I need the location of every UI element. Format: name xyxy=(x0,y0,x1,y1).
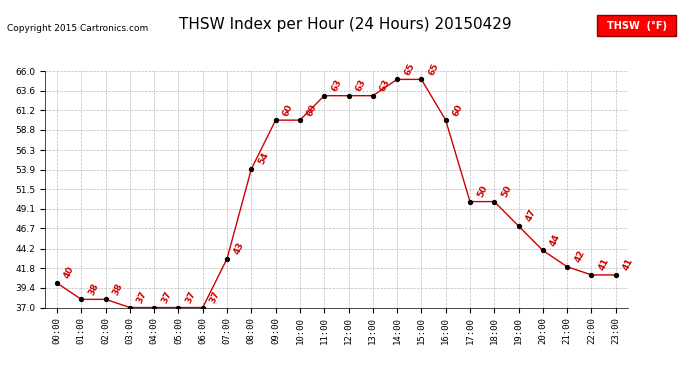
Point xyxy=(221,256,233,262)
Point xyxy=(100,296,111,302)
Text: 41: 41 xyxy=(597,257,611,272)
Text: 47: 47 xyxy=(524,208,538,223)
Text: 43: 43 xyxy=(233,241,246,256)
Text: 65: 65 xyxy=(427,62,440,76)
Point xyxy=(270,117,281,123)
Point xyxy=(173,304,184,310)
Text: 50: 50 xyxy=(475,184,489,199)
Point xyxy=(392,76,403,82)
Point xyxy=(562,264,573,270)
Point xyxy=(319,93,330,99)
Point xyxy=(246,166,257,172)
Text: 60: 60 xyxy=(282,102,295,117)
Text: 63: 63 xyxy=(354,78,368,93)
Point xyxy=(148,304,159,310)
Point xyxy=(343,93,354,99)
Point xyxy=(440,117,451,123)
Text: 41: 41 xyxy=(621,257,635,272)
Point xyxy=(76,296,87,302)
Text: 60: 60 xyxy=(451,102,464,117)
Text: 65: 65 xyxy=(403,62,416,76)
Text: 40: 40 xyxy=(63,265,76,280)
Text: 37: 37 xyxy=(184,290,197,305)
Text: 63: 63 xyxy=(378,78,392,93)
Point xyxy=(489,199,500,205)
Text: 42: 42 xyxy=(573,249,586,264)
Point xyxy=(197,304,208,310)
Text: 44: 44 xyxy=(549,232,562,248)
Text: THSW  (°F): THSW (°F) xyxy=(607,21,667,30)
Point xyxy=(124,304,135,310)
Point xyxy=(52,280,63,286)
Text: 60: 60 xyxy=(306,102,319,117)
Text: 37: 37 xyxy=(159,290,173,305)
Text: 54: 54 xyxy=(257,151,270,166)
Point xyxy=(586,272,597,278)
Point xyxy=(513,223,524,229)
Point xyxy=(295,117,306,123)
Point xyxy=(367,93,378,99)
Text: 38: 38 xyxy=(87,282,100,297)
Point xyxy=(538,248,549,254)
Point xyxy=(610,272,621,278)
Text: 50: 50 xyxy=(500,184,513,199)
Point xyxy=(416,76,427,82)
Text: 37: 37 xyxy=(208,290,221,305)
Text: 38: 38 xyxy=(111,282,125,297)
Text: 37: 37 xyxy=(135,290,149,305)
Text: Copyright 2015 Cartronics.com: Copyright 2015 Cartronics.com xyxy=(7,24,148,33)
Text: THSW Index per Hour (24 Hours) 20150429: THSW Index per Hour (24 Hours) 20150429 xyxy=(179,17,511,32)
Text: 63: 63 xyxy=(330,78,343,93)
Point xyxy=(464,199,475,205)
